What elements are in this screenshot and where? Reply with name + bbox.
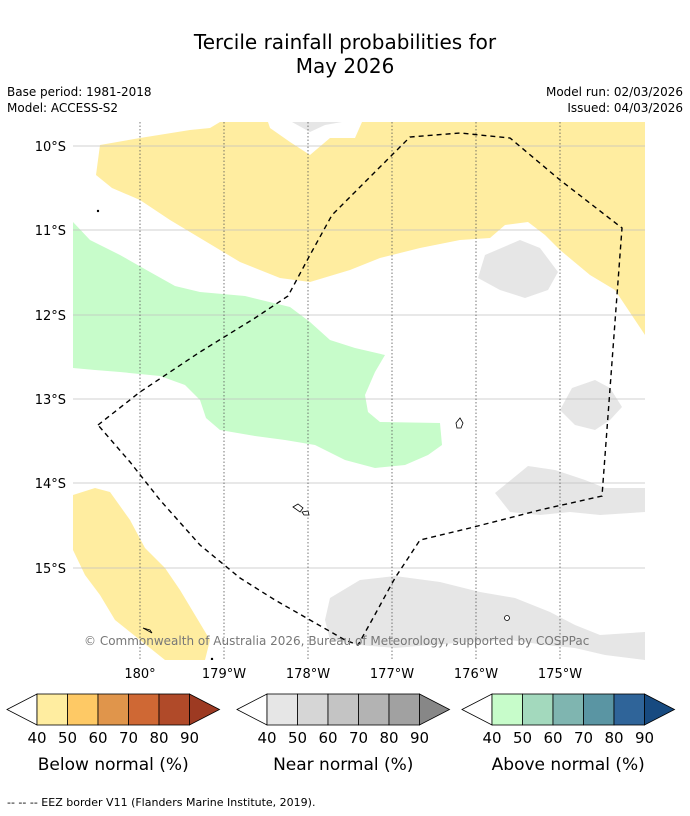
legend-near-swatch-3 <box>327 693 359 726</box>
island-tiny-2 <box>210 657 214 660</box>
legend-near-swatch-1 <box>266 693 298 726</box>
island-northwest <box>292 503 304 513</box>
near-normal-patch-southeast <box>495 466 645 515</box>
legend-near-normal: 40 50 60 70 80 90 Near normal (%) <box>236 693 451 775</box>
legend-above-swatch-2 <box>522 693 554 726</box>
island-tiny <box>96 209 100 213</box>
legend-near-title: Near normal (%) <box>273 755 413 775</box>
legend-below-normal: 40 50 60 70 80 90 Below normal (%) <box>6 693 221 775</box>
meridians <box>139 122 561 660</box>
legend-below-swatch-1 <box>36 693 68 726</box>
legend-above-tick-80: 80 <box>604 729 623 747</box>
lon-label-177w: 177°W <box>370 667 414 682</box>
title-line-2: May 2026 <box>295 54 395 78</box>
legend-below-min-arrow <box>6 693 38 726</box>
legend-above-swatch-1 <box>491 693 523 726</box>
legend-above-tick-40: 40 <box>482 729 501 747</box>
near-normal-patch-east <box>478 240 558 298</box>
eez-border <box>96 132 623 646</box>
lat-label-12s: 12°S <box>35 309 66 324</box>
map-plot-area: © Commonwealth of Australia 2026, Bureau… <box>73 122 645 660</box>
legend-below-title: Below normal (%) <box>38 755 189 775</box>
legend-above-swatch-3 <box>552 693 584 726</box>
legend-near-tick-50: 50 <box>288 729 307 747</box>
legend-above-swatch-4 <box>583 693 615 726</box>
lon-label-176w: 176°W <box>454 667 498 682</box>
lon-label-175w: 175°W <box>538 667 582 682</box>
legend-above-tick-70: 70 <box>574 729 593 747</box>
meta-right: Model run: 02/03/2026 Issued: 04/03/2026 <box>546 84 683 116</box>
near-normal-patch-east-2 <box>560 380 622 430</box>
legend-near-min-arrow <box>236 693 268 726</box>
meta-left: Base period: 1981-2018 Model: ACCESS-S2 <box>7 84 152 116</box>
legend-below-tick-50: 50 <box>58 729 77 747</box>
legend-above-max-arrow <box>644 693 676 726</box>
legend-below-swatch-4 <box>128 693 160 726</box>
gridlines <box>73 145 645 569</box>
legend-below-tick-60: 60 <box>88 729 107 747</box>
near-normal-patch-south <box>325 576 645 660</box>
legend-below-swatch-5 <box>158 693 190 726</box>
lat-label-11s: 11°S <box>35 224 66 239</box>
copyright-notice: © Commonwealth of Australia 2026, Bureau… <box>84 634 589 648</box>
legend-near-tick-70: 70 <box>349 729 368 747</box>
legend-near-swatch-5 <box>388 693 420 726</box>
legend-above-tick-60: 60 <box>543 729 562 747</box>
legend-below-tick-90: 90 <box>180 729 199 747</box>
issued-date: Issued: 04/03/2026 <box>567 101 683 115</box>
lat-label-14s: 14°S <box>35 477 66 492</box>
lat-label-15s: 15°S <box>35 562 66 577</box>
above-normal-area <box>73 222 442 468</box>
legend-below-tick-40: 40 <box>27 729 46 747</box>
island-southwest <box>142 627 153 634</box>
model-name: Model: ACCESS-S2 <box>7 101 119 115</box>
model-run: Model run: 02/03/2026 <box>545 85 683 99</box>
legend-above-tick-50: 50 <box>513 729 532 747</box>
legend-below-swatch-3 <box>97 693 129 726</box>
longitude-labels: 180° 179°W 178°W 177°W 176°W 175°W <box>124 667 582 682</box>
legend-near-swatch-2 <box>297 693 329 726</box>
legend-below-tick-70: 70 <box>119 729 138 747</box>
lon-label-179w: 179°W <box>202 667 246 682</box>
legend-above-swatch-5 <box>613 693 645 726</box>
legend-near-tick-80: 80 <box>379 729 398 747</box>
island-east <box>504 615 510 621</box>
legend-below-swatch-2 <box>67 693 99 726</box>
latitude-labels: 10°S 11°S 12°S 13°S 14°S 15°S <box>35 140 66 577</box>
legend-above-title: Above normal (%) <box>492 755 645 775</box>
legend-above-normal: 40 50 60 70 80 90 Above normal (%) <box>461 693 676 775</box>
eez-footnote: -- -- -- EEZ border V11 (Flanders Marine… <box>7 796 316 809</box>
legend-near-tick-40: 40 <box>257 729 276 747</box>
map-title: Tercile rainfall probabilities for May 2… <box>0 30 690 78</box>
below-normal-area-north <box>96 122 645 335</box>
base-period: Base period: 1981-2018 <box>7 85 152 99</box>
legend-near-tick-60: 60 <box>318 729 337 747</box>
lon-label-178w: 178°W <box>286 667 330 682</box>
legend-above-min-arrow <box>461 693 493 726</box>
legend-near-tick-90: 90 <box>410 729 429 747</box>
near-normal-notch-top <box>268 122 362 155</box>
island-northwest-2 <box>301 510 310 516</box>
lat-label-10s: 10°S <box>35 140 66 155</box>
legend-above-tick-90: 90 <box>635 729 654 747</box>
island-wallis <box>455 417 464 429</box>
legend-below-max-arrow <box>189 693 221 726</box>
below-normal-area-southwest <box>73 488 210 660</box>
title-line-1: Tercile rainfall probabilities for <box>193 30 497 54</box>
legend-near-swatch-4 <box>358 693 390 726</box>
near-normal-patch-top <box>292 122 342 132</box>
lon-label-180: 180° <box>124 667 155 682</box>
legend-near-max-arrow <box>419 693 451 726</box>
lat-label-13s: 13°S <box>35 393 66 408</box>
islands <box>96 209 510 660</box>
legend-below-tick-80: 80 <box>149 729 168 747</box>
